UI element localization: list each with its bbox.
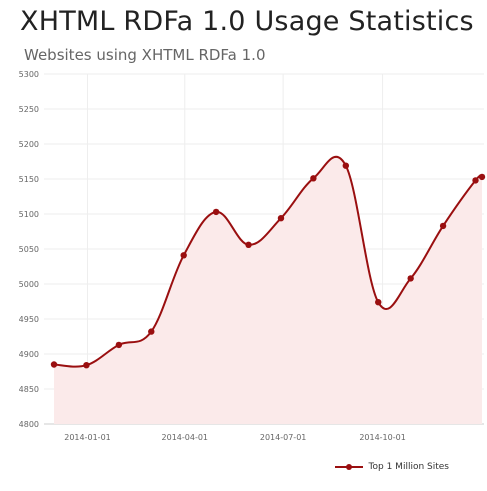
y-tick-label: 5200 (19, 140, 39, 149)
y-tick-label: 5050 (19, 245, 39, 254)
data-point[interactable] (245, 241, 252, 248)
data-point[interactable] (180, 252, 187, 259)
y-tick-label: 5000 (19, 280, 39, 289)
chart-subtitle: Websites using XHTML RDFa 1.0 (24, 46, 266, 64)
x-tick-label: 2014-04-01 (162, 433, 209, 442)
y-tick-label: 5100 (19, 210, 39, 219)
data-point[interactable] (375, 299, 382, 306)
data-point[interactable] (478, 173, 486, 181)
series-line (53, 155, 483, 368)
y-axis-tick-labels: 5300 5250 5200 5150 5100 5050 5000 4950 4900 4850… (19, 70, 39, 429)
data-point[interactable] (310, 175, 317, 182)
data-point[interactable] (83, 362, 90, 369)
data-point[interactable] (148, 328, 155, 335)
series-top-1-million-sites (50, 155, 486, 424)
legend[interactable]: Top 1 Million Sites (334, 462, 449, 472)
data-point[interactable] (407, 275, 414, 282)
data-point[interactable] (115, 341, 123, 349)
x-tick-label: 2014-10-01 (359, 433, 406, 442)
y-tick-label: 4900 (19, 350, 39, 359)
data-point[interactable] (472, 177, 479, 184)
y-tick-label: 4950 (19, 315, 39, 324)
y-tick-label: 5150 (19, 175, 39, 184)
chart-title: XHTML RDFa 1.0 Usage Statistics (20, 6, 474, 37)
series-area-fill (54, 156, 482, 424)
data-point[interactable] (50, 361, 58, 368)
y-tick-label: 4800 (19, 420, 39, 429)
y-tick-label: 5250 (19, 105, 39, 114)
data-point[interactable] (439, 222, 447, 230)
x-tick-label: 2014-07-01 (260, 433, 307, 442)
data-point[interactable] (212, 208, 220, 216)
legend-swatch (334, 464, 363, 470)
data-point[interactable] (277, 215, 285, 222)
y-tick-label: 5300 (19, 70, 39, 79)
data-point[interactable] (342, 162, 350, 169)
legend-label: Top 1 Million Sites (368, 462, 449, 472)
y-tick-label: 4850 (19, 385, 39, 394)
x-axis-tick-labels: 2014-01-01 2014-04-01 2014-07-01 2014-10-01 (64, 433, 406, 442)
x-tick-label: 2014-01-01 (64, 433, 111, 442)
